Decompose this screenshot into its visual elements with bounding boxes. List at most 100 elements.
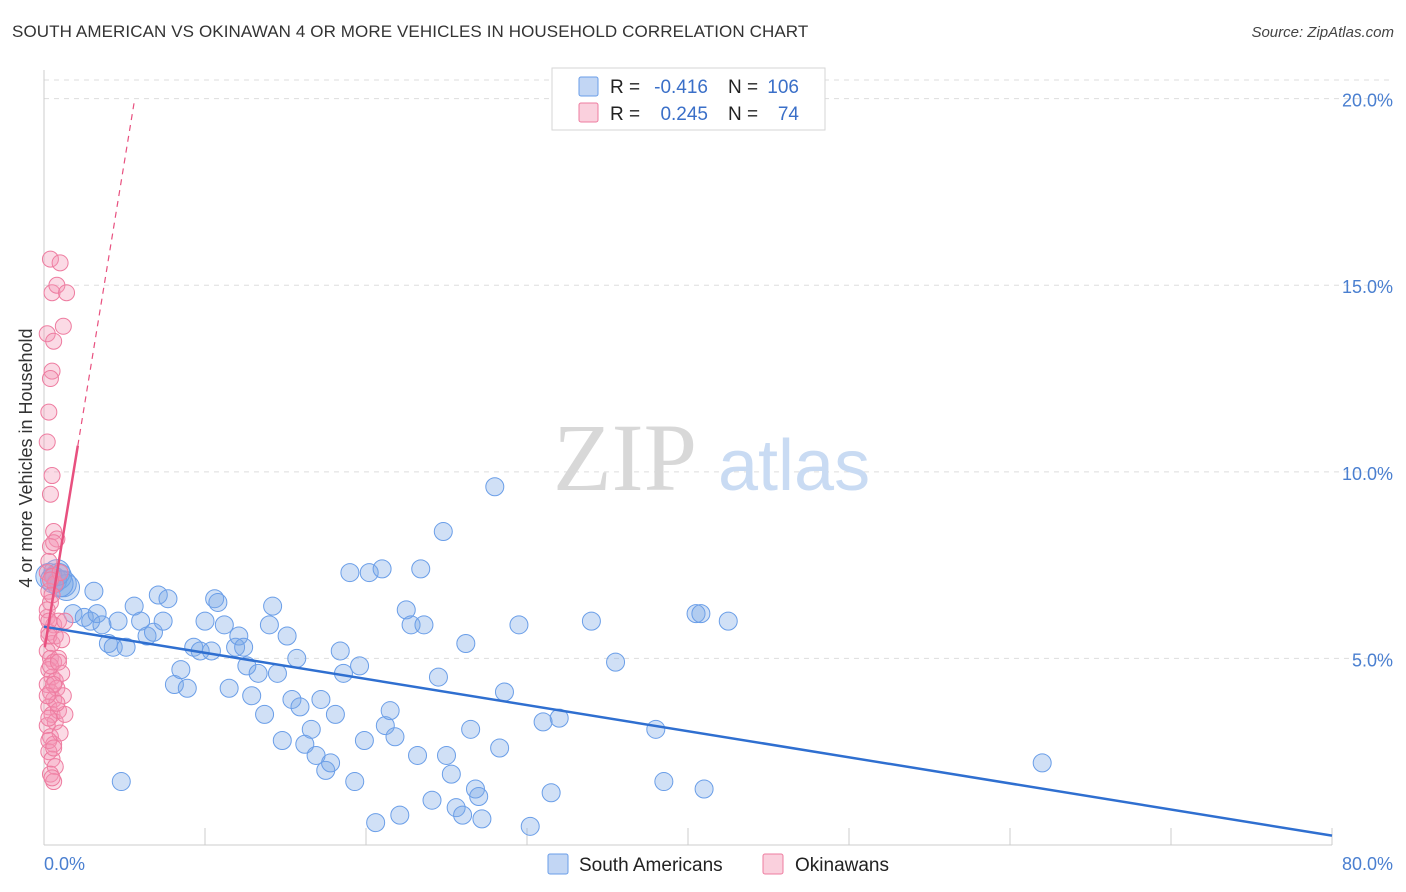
legend-n-label-1: N = xyxy=(728,104,758,125)
point-south-americans xyxy=(321,753,341,773)
point-south-americans xyxy=(414,615,434,635)
point-south-americans xyxy=(229,626,249,646)
y-axis-label: 4 or more Vehicles in Household xyxy=(16,328,36,587)
point-okinawans xyxy=(41,370,59,388)
point-south-americans xyxy=(472,809,492,829)
series-okinawans xyxy=(38,250,76,791)
point-okinawans xyxy=(56,612,74,630)
point-south-americans xyxy=(325,704,345,724)
point-south-americans xyxy=(214,615,234,635)
point-south-americans xyxy=(385,727,405,747)
y-tick-label: 5.0% xyxy=(1352,650,1393,670)
x-tick-marks xyxy=(204,828,1333,845)
point-south-americans xyxy=(272,731,292,751)
point-south-americans xyxy=(437,745,456,765)
point-south-americans xyxy=(433,522,453,542)
y-tick-label: 20.0% xyxy=(1342,91,1393,111)
point-south-americans xyxy=(263,596,283,616)
trend-line-south-americans xyxy=(43,625,1333,837)
point-south-americans xyxy=(494,682,514,702)
point-okinawans xyxy=(41,657,59,675)
point-south-americans xyxy=(485,477,505,497)
trend-line-okinawans xyxy=(43,445,80,648)
point-south-americans xyxy=(219,678,239,698)
watermark-zip: ZIP xyxy=(553,404,697,511)
point-south-americans xyxy=(74,607,94,627)
bottom-legend-swatch-pink xyxy=(762,853,784,875)
point-south-americans xyxy=(541,783,561,803)
point-south-americans xyxy=(646,719,666,739)
legend-r-label-0: R = xyxy=(610,77,640,98)
legend-r-value-1: 0.245 xyxy=(660,104,708,125)
point-south-americans xyxy=(390,805,410,825)
point-south-americans xyxy=(171,660,191,680)
point-south-americans xyxy=(490,738,510,758)
point-south-americans xyxy=(520,816,540,836)
point-south-americans xyxy=(691,604,711,624)
point-south-americans xyxy=(255,704,275,724)
point-south-americans xyxy=(453,805,473,825)
point-south-americans xyxy=(606,652,626,672)
legend-swatch-pink xyxy=(578,102,599,123)
y-tick-label: 10.0% xyxy=(1342,464,1393,484)
point-south-americans xyxy=(81,611,101,631)
point-south-americans xyxy=(111,772,131,792)
point-south-americans xyxy=(92,615,112,635)
point-south-americans xyxy=(137,626,157,646)
point-south-americans xyxy=(396,600,416,620)
point-south-americans xyxy=(277,626,297,646)
point-south-americans xyxy=(686,604,706,624)
point-south-americans xyxy=(408,745,428,765)
point-south-americans xyxy=(340,563,360,583)
point-south-americans xyxy=(201,641,221,661)
point-south-americans xyxy=(456,633,476,653)
legend-r-value-0: -0.416 xyxy=(654,77,708,98)
point-okinawans xyxy=(45,534,63,552)
point-okinawans xyxy=(54,317,72,335)
point-okinawans xyxy=(41,485,59,503)
point-south-americans xyxy=(469,786,489,806)
point-okinawans xyxy=(40,709,58,727)
point-okinawans xyxy=(58,284,76,302)
gridlines xyxy=(44,79,1393,659)
point-okinawans xyxy=(41,250,59,268)
point-south-americans xyxy=(372,559,392,579)
point-south-americans xyxy=(380,701,400,721)
point-south-americans xyxy=(411,559,431,579)
point-south-americans xyxy=(345,772,365,792)
point-south-americans xyxy=(226,637,246,657)
point-okinawans xyxy=(45,332,63,350)
point-south-americans xyxy=(428,667,448,687)
bottom-legend-label-okinawans: Okinawans xyxy=(795,855,889,876)
point-south-americans xyxy=(509,615,529,635)
point-south-americans xyxy=(84,581,104,601)
point-south-americans xyxy=(401,615,421,635)
legend-n-label-0: N = xyxy=(728,77,758,98)
point-south-americans xyxy=(177,678,197,698)
point-south-americans xyxy=(234,637,254,657)
point-south-americans xyxy=(441,764,461,784)
point-south-americans xyxy=(330,641,350,661)
legend-swatch-blue xyxy=(578,76,599,97)
point-south-americans xyxy=(375,716,395,736)
trend-line-okinawans-extrapolated xyxy=(77,102,135,446)
point-okinawans xyxy=(43,769,61,787)
point-south-americans xyxy=(205,589,225,609)
point-south-americans xyxy=(718,611,738,631)
point-okinawans xyxy=(38,433,56,451)
bottom-legend-swatch-blue xyxy=(547,853,569,875)
point-south-americans xyxy=(581,611,601,631)
watermark-atlas: atlas xyxy=(718,426,870,506)
point-south-americans xyxy=(282,689,302,709)
point-south-americans xyxy=(143,622,163,642)
point-south-americans xyxy=(301,719,321,739)
point-south-americans xyxy=(359,563,379,583)
point-south-americans xyxy=(311,689,331,709)
point-south-americans xyxy=(446,798,466,818)
point-south-americans xyxy=(87,604,107,624)
point-south-americans xyxy=(350,656,370,676)
x-tick-label-max: 80.0% xyxy=(1342,854,1393,874)
bottom-legend-label-south-americans: South Americans xyxy=(579,855,723,876)
point-south-americans xyxy=(242,686,262,706)
